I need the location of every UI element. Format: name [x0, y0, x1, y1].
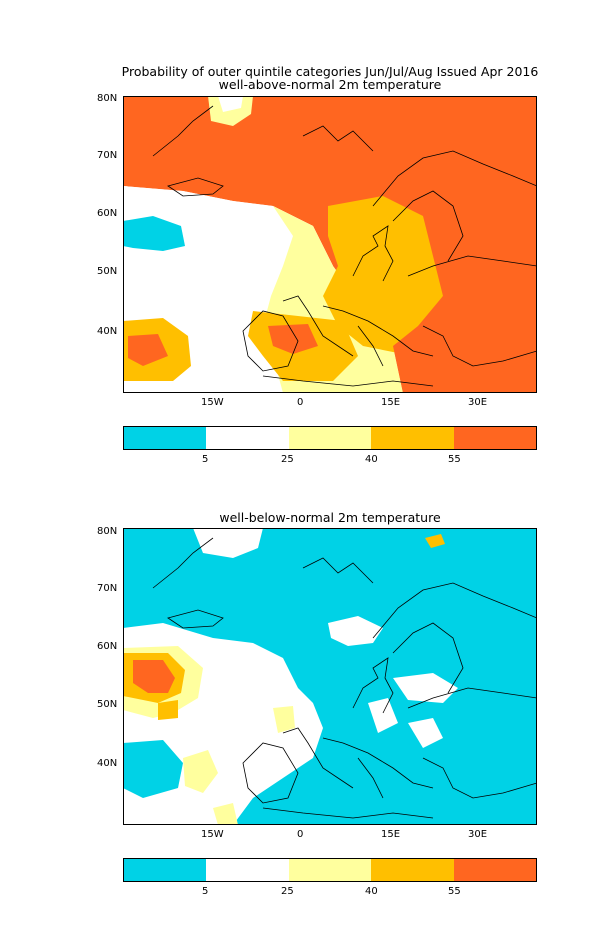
- lon-label-15e: 15E: [381, 829, 401, 840]
- lon-label-15w: 15W: [201, 397, 224, 408]
- main-title: Probability of outer quintile categories…: [121, 64, 539, 79]
- colorbar-seg-yellow: [288, 859, 372, 881]
- lat-label-40n: 40N: [97, 326, 118, 337]
- colorbar-label-5: 5: [202, 454, 209, 465]
- colorbar-label-55: 55: [448, 886, 461, 897]
- lat-label-50n: 50N: [97, 699, 118, 710]
- colorbar-seg-white: [206, 427, 289, 449]
- colorbar-label-40: 40: [365, 454, 378, 465]
- colorbar-label-55: 55: [448, 454, 461, 465]
- lon-label-30e: 30E: [468, 397, 488, 408]
- panel-1-colorbar: [123, 426, 537, 450]
- lat-label-60n: 60N: [97, 641, 118, 652]
- colorbar-seg-orange: [453, 859, 537, 881]
- lat-label-50n: 50N: [97, 266, 118, 277]
- colorbar-seg-cyan: [124, 427, 207, 449]
- colorbar-seg-amber: [371, 859, 454, 881]
- lat-label-80n: 80N: [97, 93, 118, 104]
- white-arctic-patch: [193, 528, 263, 558]
- lon-label-0: 0: [297, 397, 304, 408]
- panel-2-colorbar: [123, 858, 537, 882]
- colorbar-seg-cyan: [124, 859, 207, 881]
- colorbar-seg-yellow: [288, 427, 372, 449]
- lat-label-70n: 70N: [97, 583, 118, 594]
- panel-2-map: [123, 528, 537, 825]
- colorbar-seg-amber: [371, 427, 454, 449]
- colorbar-seg-white: [206, 859, 289, 881]
- lon-label-0: 0: [297, 829, 304, 840]
- lat-label-80n: 80N: [97, 526, 118, 537]
- colorbar-label-25: 25: [281, 454, 294, 465]
- lon-label-15w: 15W: [201, 829, 224, 840]
- lon-label-15e: 15E: [381, 397, 401, 408]
- colorbar-label-25: 25: [281, 886, 294, 897]
- panel-2-subtitle: well-below-normal 2m temperature: [219, 510, 441, 525]
- lat-label-60n: 60N: [97, 208, 118, 219]
- colorbar-label-40: 40: [365, 886, 378, 897]
- lat-label-70n: 70N: [97, 150, 118, 161]
- cyan-patch: [123, 216, 185, 251]
- lon-label-30e: 30E: [468, 829, 488, 840]
- panel-1-map: [123, 96, 537, 393]
- panel-1-subtitle: well-above-normal 2m temperature: [218, 77, 442, 92]
- colorbar-label-5: 5: [202, 886, 209, 897]
- lat-label-40n: 40N: [97, 758, 118, 769]
- colorbar-seg-orange: [453, 427, 537, 449]
